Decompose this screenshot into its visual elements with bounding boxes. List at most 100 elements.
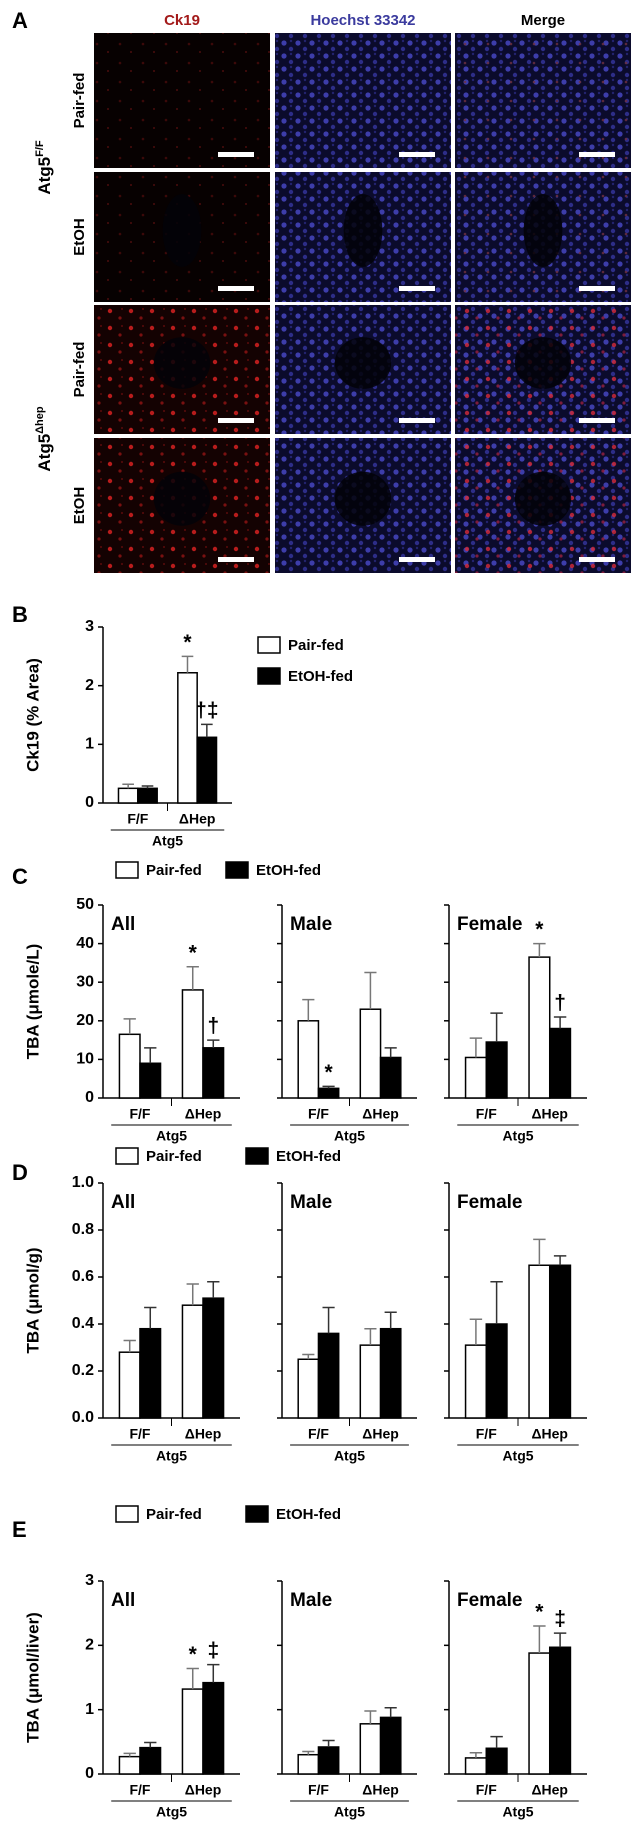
error-bar [364, 1327, 377, 1346]
subplot-title: Male [290, 1192, 332, 1213]
bar [297, 1020, 320, 1099]
column-header: Hoechst 33342 [310, 12, 415, 29]
y-tick-label: 50 [76, 896, 94, 913]
micrograph [275, 33, 451, 168]
y-tick-label: 3 [85, 1572, 94, 1589]
y-axis-label: Ck19 (% Area) [23, 658, 42, 772]
error-bar [490, 1280, 503, 1324]
bar [485, 1323, 508, 1419]
error-bar [302, 1750, 315, 1755]
legend-label: Pair-fed [146, 1148, 202, 1165]
bar [297, 1358, 320, 1419]
bar [548, 1264, 572, 1419]
row-label: EtOH [71, 218, 88, 256]
bar [548, 1027, 572, 1099]
group-label: Atg5 [156, 1804, 187, 1820]
error-bar [553, 1632, 567, 1648]
scale-bar [218, 557, 254, 562]
bar [317, 1087, 340, 1099]
legend-swatch [257, 667, 281, 685]
error-bar [144, 1306, 157, 1329]
scale-bar [579, 286, 615, 291]
y-tick-label: 0 [85, 1765, 94, 1782]
error-bar [469, 1752, 483, 1758]
x-tick-label: ΔHep [185, 1426, 222, 1442]
bar [379, 1327, 402, 1419]
row-label: Pair-fed [71, 342, 88, 398]
error-bar [302, 1353, 315, 1360]
significance-mark: * [189, 1643, 198, 1666]
subplot-title: Female [457, 1590, 522, 1611]
error-bar [123, 1339, 136, 1353]
y-axis-label: TBA (μmol/g) [23, 1247, 42, 1353]
group-label: Atg5 [502, 1128, 533, 1144]
panel-letter: D [12, 1160, 28, 1185]
y-tick-label: 20 [76, 1012, 94, 1029]
vessel [153, 337, 211, 389]
genotype-name: Atg5 [35, 434, 54, 472]
micrograph-overlay [455, 33, 631, 168]
row-label: EtOH [71, 487, 88, 525]
group-label: Atg5 [502, 1804, 533, 1820]
legend-swatch [257, 636, 281, 654]
significance-mark: †‡ [195, 699, 218, 722]
y-axis-label: TBA (μmole/L) [23, 944, 42, 1060]
column-header: Merge [521, 12, 565, 29]
bar [317, 1332, 340, 1419]
bar [181, 1304, 204, 1419]
row-label: Pair-fed [71, 73, 88, 129]
legend-label: Pair-fed [146, 1506, 202, 1523]
x-tick-label: ΔHep [531, 1782, 568, 1798]
bar [139, 1327, 162, 1419]
x-tick-label: ΔHep [362, 1106, 399, 1122]
error-bar [490, 1012, 503, 1043]
x-tick-label: ΔHep [362, 1426, 399, 1442]
bar [485, 1041, 508, 1099]
bar [359, 1723, 382, 1775]
y-axis-label: TBA (μmol/liver) [23, 1612, 42, 1743]
significance-mark: ‡ [207, 1639, 219, 1662]
group-label: Atg5 [156, 1448, 187, 1464]
error-bar [144, 1741, 157, 1748]
error-bar [533, 1238, 546, 1266]
error-bar [207, 1663, 220, 1683]
error-bar [302, 998, 315, 1021]
group-label: Atg5 [334, 1448, 365, 1464]
panel-letter: B [12, 602, 28, 627]
error-bar [384, 1047, 397, 1058]
legend-swatch [115, 861, 139, 879]
error-bar [181, 655, 194, 673]
y-tick-label: 2 [85, 1637, 94, 1654]
vessel [162, 194, 202, 267]
subplot-title: All [111, 1192, 135, 1213]
error-bar [322, 1306, 335, 1334]
subplot-title: All [111, 1590, 135, 1611]
error-bar [186, 1283, 199, 1306]
bar [464, 1344, 488, 1419]
x-tick-label: F/F [308, 1106, 329, 1122]
group-label: Atg5 [334, 1128, 365, 1144]
bar [202, 1681, 225, 1775]
scale-bar [579, 152, 615, 157]
y-tick-label: 0.4 [72, 1315, 94, 1332]
error-bar [186, 966, 199, 990]
vessel [153, 471, 211, 526]
bar [137, 787, 158, 804]
bar [379, 1056, 402, 1099]
y-tick-label: 1 [85, 736, 94, 753]
error-bar [207, 1039, 220, 1048]
micrograph [94, 33, 270, 168]
y-tick-label: 30 [76, 973, 94, 990]
bar [464, 1757, 488, 1775]
x-tick-label: F/F [308, 1782, 329, 1798]
y-tick-label: 2 [85, 677, 94, 694]
error-bar [322, 1085, 335, 1089]
column-header: Ck19 [164, 12, 200, 29]
significance-mark: ‡ [554, 1608, 566, 1631]
scale-bar [399, 418, 435, 423]
significance-mark: * [535, 918, 544, 941]
x-tick-label: F/F [129, 1426, 150, 1442]
bar [117, 787, 139, 804]
y-tick-label: 0.0 [72, 1409, 94, 1426]
